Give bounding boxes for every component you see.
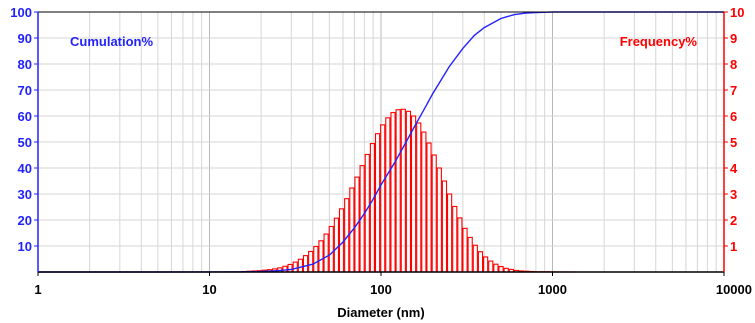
frequency-bar — [426, 142, 432, 273]
frequency-bar — [369, 143, 376, 273]
right-tick-label: 1 — [730, 239, 737, 254]
frequency-bar — [416, 122, 422, 273]
right-tick-label: 9 — [730, 31, 737, 46]
x-tick-label: 10000 — [716, 282, 752, 297]
x-tick-label: 1000 — [538, 282, 567, 297]
frequency-label: Frequency% — [620, 34, 698, 49]
right-tick-label: 6 — [730, 109, 737, 124]
frequency-bar — [493, 263, 499, 273]
left-tick-label: 70 — [18, 83, 32, 98]
frequency-bar — [333, 217, 340, 273]
right-tick-label: 2 — [730, 213, 737, 228]
left-tick-label: 80 — [18, 57, 32, 72]
x-tick-label: 1 — [34, 282, 41, 297]
frequency-bar — [364, 153, 370, 273]
frequency-bar — [395, 109, 401, 273]
frequency-bar — [472, 244, 478, 273]
left-tick-label: 10 — [18, 239, 32, 254]
frequency-bar — [282, 265, 288, 273]
frequency-bar — [390, 112, 396, 273]
x-axis-label: Diameter (nm) — [337, 305, 424, 320]
frequency-bar — [441, 180, 448, 273]
frequency-bar — [318, 240, 324, 273]
frequency-bar — [297, 258, 303, 273]
frequency-bar — [292, 261, 298, 273]
x-tick-label: 10 — [202, 282, 216, 297]
left-tick-label: 20 — [18, 213, 32, 228]
x-tick-label: 100 — [370, 282, 392, 297]
frequency-bar — [421, 131, 427, 273]
frequency-bar — [385, 117, 391, 273]
tick-labels: 10 20 30 40 50 60 70 80 90 100 1 2 3 4 5 6 7 8 9 10 1 10 100 10… — [10, 5, 752, 297]
right-tick-label: 7 — [730, 83, 737, 98]
left-tick-label: 100 — [10, 5, 32, 20]
frequency-bar — [467, 236, 473, 273]
left-tick-label: 90 — [18, 31, 32, 46]
frequency-bar — [400, 108, 406, 273]
frequency-bar — [446, 193, 453, 273]
cumulation-line — [38, 11, 724, 273]
right-tick-label: 10 — [730, 5, 744, 20]
frequency-bar — [323, 233, 329, 273]
left-tick-label: 50 — [18, 135, 32, 150]
left-tick-label: 40 — [18, 161, 32, 176]
frequency-bar — [488, 260, 494, 273]
frequency-bar — [477, 251, 484, 273]
frequency-bar — [374, 133, 381, 273]
frequency-bar — [308, 250, 314, 273]
right-tick-label: 4 — [730, 161, 738, 176]
frequency-bar — [457, 217, 463, 273]
right-tick-label: 5 — [730, 135, 737, 150]
frequency-bar — [452, 205, 458, 273]
right-tick-label: 3 — [730, 187, 737, 202]
left-tick-label: 60 — [18, 109, 32, 124]
right-tick-label: 8 — [730, 57, 737, 72]
frequency-bar — [313, 245, 319, 273]
left-tick-label: 30 — [18, 187, 32, 202]
frequency-bar — [462, 227, 468, 273]
cumulation-label: Cumulation% — [70, 34, 153, 49]
frequency-bar — [302, 255, 309, 273]
